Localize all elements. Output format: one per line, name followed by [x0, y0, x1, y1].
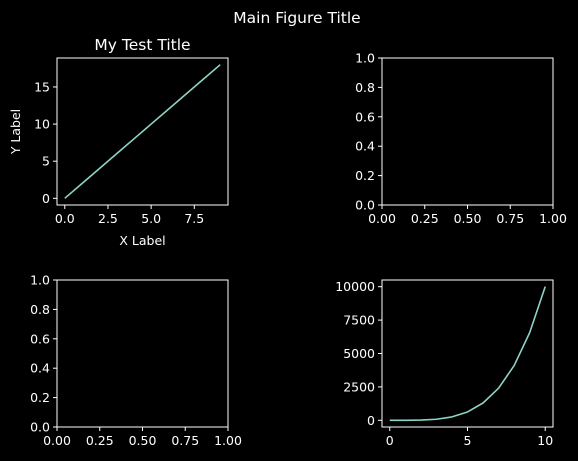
figure-title: Main Figure Title — [233, 9, 360, 27]
panel-top-right-x-tick-label: 0.25 — [411, 211, 439, 226]
panel-top-right-x-tick-label: 0.75 — [496, 211, 524, 226]
panel-top-left-y-tick-label: 10 — [34, 117, 50, 132]
panel-bottom-left-y-tick-label: 0.0 — [30, 420, 50, 435]
panel-top-right-x-tick-label: 0.50 — [454, 211, 482, 226]
panel-bottom-right-y-tick-label: 5000 — [343, 346, 375, 361]
panel-bottom-right-y-tick-label: 10000 — [335, 279, 375, 294]
panel-top-left-x-tick-label: 2.5 — [98, 211, 118, 226]
panel-top-right-y-tick-label: 0.0 — [355, 198, 375, 213]
panel-top-right-x-tick-label: 0.00 — [368, 211, 396, 226]
panel-top-right-y-tick-label: 1.0 — [355, 51, 375, 66]
panel-top-left-x-tick-label: 7.5 — [184, 211, 204, 226]
panel-top-left-y-label: Y Label — [8, 109, 23, 155]
panel-top-right-y-tick-label: 0.8 — [355, 80, 375, 95]
panel-bottom-left-y-tick-label: 0.8 — [30, 302, 50, 317]
panel-bottom-left-y-tick-label: 1.0 — [30, 273, 50, 288]
panel-bottom-right-x-tick-label: 10 — [537, 433, 553, 448]
panel-top-right-y-tick-label: 0.2 — [355, 168, 375, 183]
panel-top-left-y-tick-label: 5 — [42, 154, 50, 169]
panel-bottom-right-x-tick-label: 5 — [464, 433, 472, 448]
panel-top-left-x-tick-label: 0.0 — [55, 211, 75, 226]
panel-bottom-right-x-tick-label: 0 — [386, 433, 394, 448]
panel-top-right-y-tick-label: 0.6 — [355, 109, 375, 124]
panel-bottom-left-y-tick-label: 0.2 — [30, 390, 50, 405]
panel-bottom-left-x-tick-label: 0.75 — [171, 433, 199, 448]
panel-bottom-left-x-tick-label: 0.50 — [129, 433, 157, 448]
panel-bottom-left-y-tick-label: 0.4 — [30, 361, 50, 376]
panel-top-left-title: My Test Title — [94, 36, 190, 54]
panel-top-left-y-tick-label: 15 — [34, 79, 50, 94]
panel-top-right-y-tick-label: 0.4 — [355, 139, 375, 154]
panel-top-left-x-label: X Label — [119, 233, 165, 248]
panel-bottom-right-y-tick-label: 7500 — [343, 313, 375, 328]
panel-bottom-right-y-tick-label: 0 — [367, 413, 375, 428]
panel-top-left-y-tick-label: 0 — [42, 191, 50, 206]
panel-bottom-left-y-tick-label: 0.6 — [30, 331, 50, 346]
panel-bottom-left-x-tick-label: 1.00 — [214, 433, 242, 448]
panel-bottom-right-y-tick-label: 2500 — [343, 379, 375, 394]
panel-bottom-left-x-tick-label: 0.00 — [43, 433, 71, 448]
panel-top-left-x-tick-label: 5.0 — [141, 211, 161, 226]
panel-top-right-x-tick-label: 1.00 — [539, 211, 567, 226]
panel-bottom-left-x-tick-label: 0.25 — [86, 433, 114, 448]
